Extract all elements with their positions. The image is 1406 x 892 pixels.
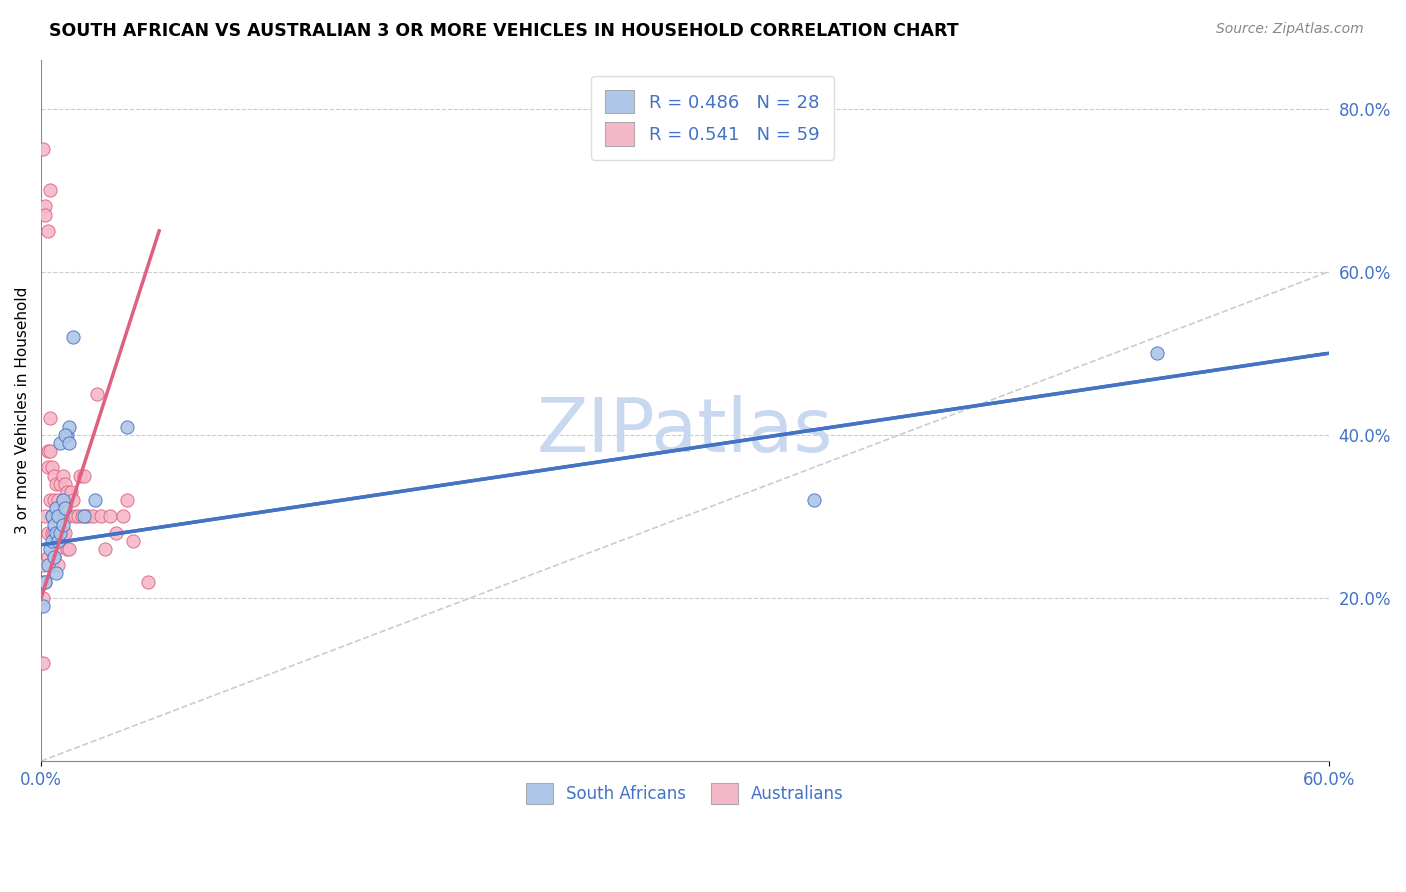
Y-axis label: 3 or more Vehicles in Household: 3 or more Vehicles in Household (15, 286, 30, 534)
Point (42, 525, 65, 540)
Point (75, 509, 97, 524)
Point (73, 509, 96, 524)
Point (73, 468, 96, 483)
Point (52, 493, 75, 508)
Point (41, 525, 63, 540)
Point (53, 476, 76, 491)
Point (58, 419, 80, 434)
Point (105, 525, 128, 540)
Point (32, 599, 55, 613)
Point (58, 436, 80, 450)
Point (90, 509, 112, 524)
Point (41, 509, 63, 524)
Point (34, 509, 56, 524)
Point (53, 501, 76, 516)
Point (803, 493, 825, 508)
Point (42, 517, 65, 532)
Point (42, 493, 65, 508)
Point (42, 468, 65, 483)
Point (77, 509, 100, 524)
Point (60, 484, 83, 499)
Point (42, 550, 65, 565)
Point (52, 517, 75, 532)
Point (46, 493, 69, 508)
Point (41, 460, 63, 475)
Point (42, 550, 65, 565)
Point (58, 509, 80, 524)
Point (37, 558, 59, 573)
Point (115, 419, 138, 434)
Point (56, 541, 79, 556)
Point (41, 558, 63, 573)
Point (53, 525, 76, 540)
Point (45, 501, 67, 516)
Point (38, 183, 60, 197)
Point (52, 468, 75, 483)
Point (122, 533, 145, 548)
Legend: South Africans, Australians: South Africans, Australians (515, 771, 855, 816)
Point (115, 493, 138, 508)
Point (38, 444, 60, 458)
Point (37, 550, 59, 565)
Point (58, 541, 80, 556)
Point (45, 476, 67, 491)
Point (52, 493, 75, 508)
Point (53, 427, 76, 442)
Point (52, 525, 75, 540)
Point (32, 591, 55, 605)
Point (34, 199, 56, 213)
Point (32, 656, 55, 670)
Point (41, 509, 63, 524)
Point (45, 541, 67, 556)
Point (66, 509, 89, 524)
Point (56, 427, 79, 442)
Point (38, 411, 60, 425)
Point (49, 525, 72, 540)
Point (65, 509, 87, 524)
Point (82, 509, 104, 524)
Point (37, 444, 59, 458)
Point (111, 509, 134, 524)
Point (46, 509, 69, 524)
Point (34, 574, 56, 589)
Point (32, 558, 55, 573)
Point (83, 493, 105, 508)
Point (46, 533, 69, 548)
Point (45, 509, 67, 524)
Point (49, 476, 72, 491)
Point (138, 574, 160, 589)
Point (34, 208, 56, 222)
Point (32, 142, 55, 156)
Text: SOUTH AFRICAN VS AUSTRALIAN 3 OR MORE VEHICLES IN HOUSEHOLD CORRELATION CHART: SOUTH AFRICAN VS AUSTRALIAN 3 OR MORE VE… (49, 22, 959, 40)
Point (98, 509, 121, 524)
Point (41, 533, 63, 548)
Point (56, 484, 79, 499)
Point (46, 558, 69, 573)
Point (37, 460, 59, 475)
Point (1146, 346, 1168, 360)
Point (45, 566, 67, 581)
Point (49, 436, 72, 450)
Point (69, 468, 91, 483)
Point (86, 387, 108, 401)
Point (62, 493, 84, 508)
Point (45, 525, 67, 540)
Point (49, 525, 72, 540)
Point (46, 525, 69, 540)
Point (34, 574, 56, 589)
Point (37, 525, 59, 540)
Point (70, 509, 93, 524)
Point (37, 224, 59, 238)
Point (38, 541, 60, 556)
Point (38, 493, 60, 508)
Point (32, 574, 55, 589)
Point (62, 330, 84, 344)
Text: Source: ZipAtlas.com: Source: ZipAtlas.com (1216, 22, 1364, 37)
Point (94, 541, 117, 556)
Text: ZIPatlas: ZIPatlas (537, 395, 834, 468)
